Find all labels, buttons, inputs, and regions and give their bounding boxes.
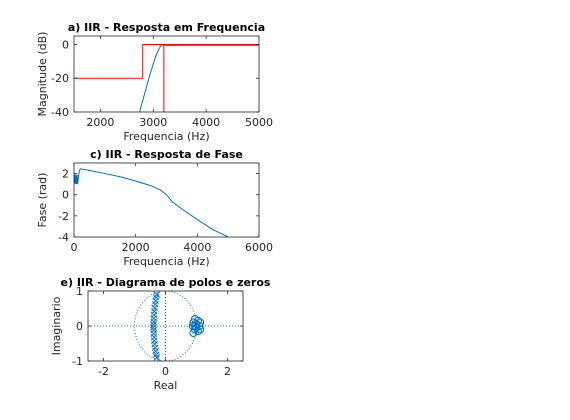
chart-2-xtick-label-2: 2000 [122, 241, 150, 254]
chart-1-xtick-label-1: 2000 [86, 116, 114, 129]
chart-2-ytick-label-4: -4 [58, 231, 69, 244]
chart-2: 0 2000 4000 6000 2 0 -2 -4 c) IIR - Resposta de … [36, 148, 273, 268]
chart-1-ylabel: Magnitude (dB) [36, 32, 49, 117]
chart-2-plot-area [74, 163, 259, 237]
chart-1-xtick-label-4: 5000 [245, 116, 273, 129]
chart-3-ytick-label-2: 0 [76, 320, 83, 333]
chart-1-plot-area [74, 36, 259, 112]
chart-2-ytick-label-2: 0 [62, 189, 69, 202]
chart-2-xtick-label-3: 4000 [183, 241, 211, 254]
chart-1: 2000 3000 4000 5000 0 -20 -40 a) IIR - Resposta… [36, 21, 273, 143]
chart-3-ytick-label-3: -1 [72, 355, 83, 368]
chart-3-ylabel: Imaginario [50, 296, 63, 355]
chart-3-plot-area [88, 291, 243, 361]
chart-3: -2 0 210-1e) IIR - Diagrama de polos e zer… [50, 276, 271, 392]
chart-1-xtick-label-3: 4000 [192, 116, 220, 129]
chart-1-xlabel: Frequencia (Hz) [123, 130, 209, 143]
chart-1-xtick-label-2: 3000 [139, 116, 167, 129]
chart-1-ytick-label-3: -40 [51, 106, 69, 119]
chart-3-xlabel: Real [154, 379, 178, 392]
chart-1-ytick-label-1: 0 [62, 38, 69, 51]
chart-3-xtick-label-1: -2 [98, 365, 109, 378]
chart-1-ytick-label-2: -20 [51, 72, 69, 85]
chart-3-xtick-label-2: 0 [162, 365, 169, 378]
chart-2-title: c) IIR - Resposta de Fase [90, 148, 243, 161]
chart-1-title: a) IIR - Resposta em Frequencia [68, 21, 265, 34]
chart-2-xtick-label-1: 0 [71, 241, 78, 254]
chart-2-ytick-label-1: 2 [62, 168, 69, 181]
chart-2-ytick-label-3: -2 [58, 210, 69, 223]
chart-2-xtick-label-4: 6000 [245, 241, 273, 254]
chart-3-xtick-label-3: 2 [224, 365, 231, 378]
chart-2-xlabel: Frequencia (Hz) [123, 255, 209, 268]
chart-3-title: e) IIR - Diagrama de polos e zeros [61, 276, 271, 289]
chart-2-ylabel: Fase (rad) [36, 173, 49, 228]
